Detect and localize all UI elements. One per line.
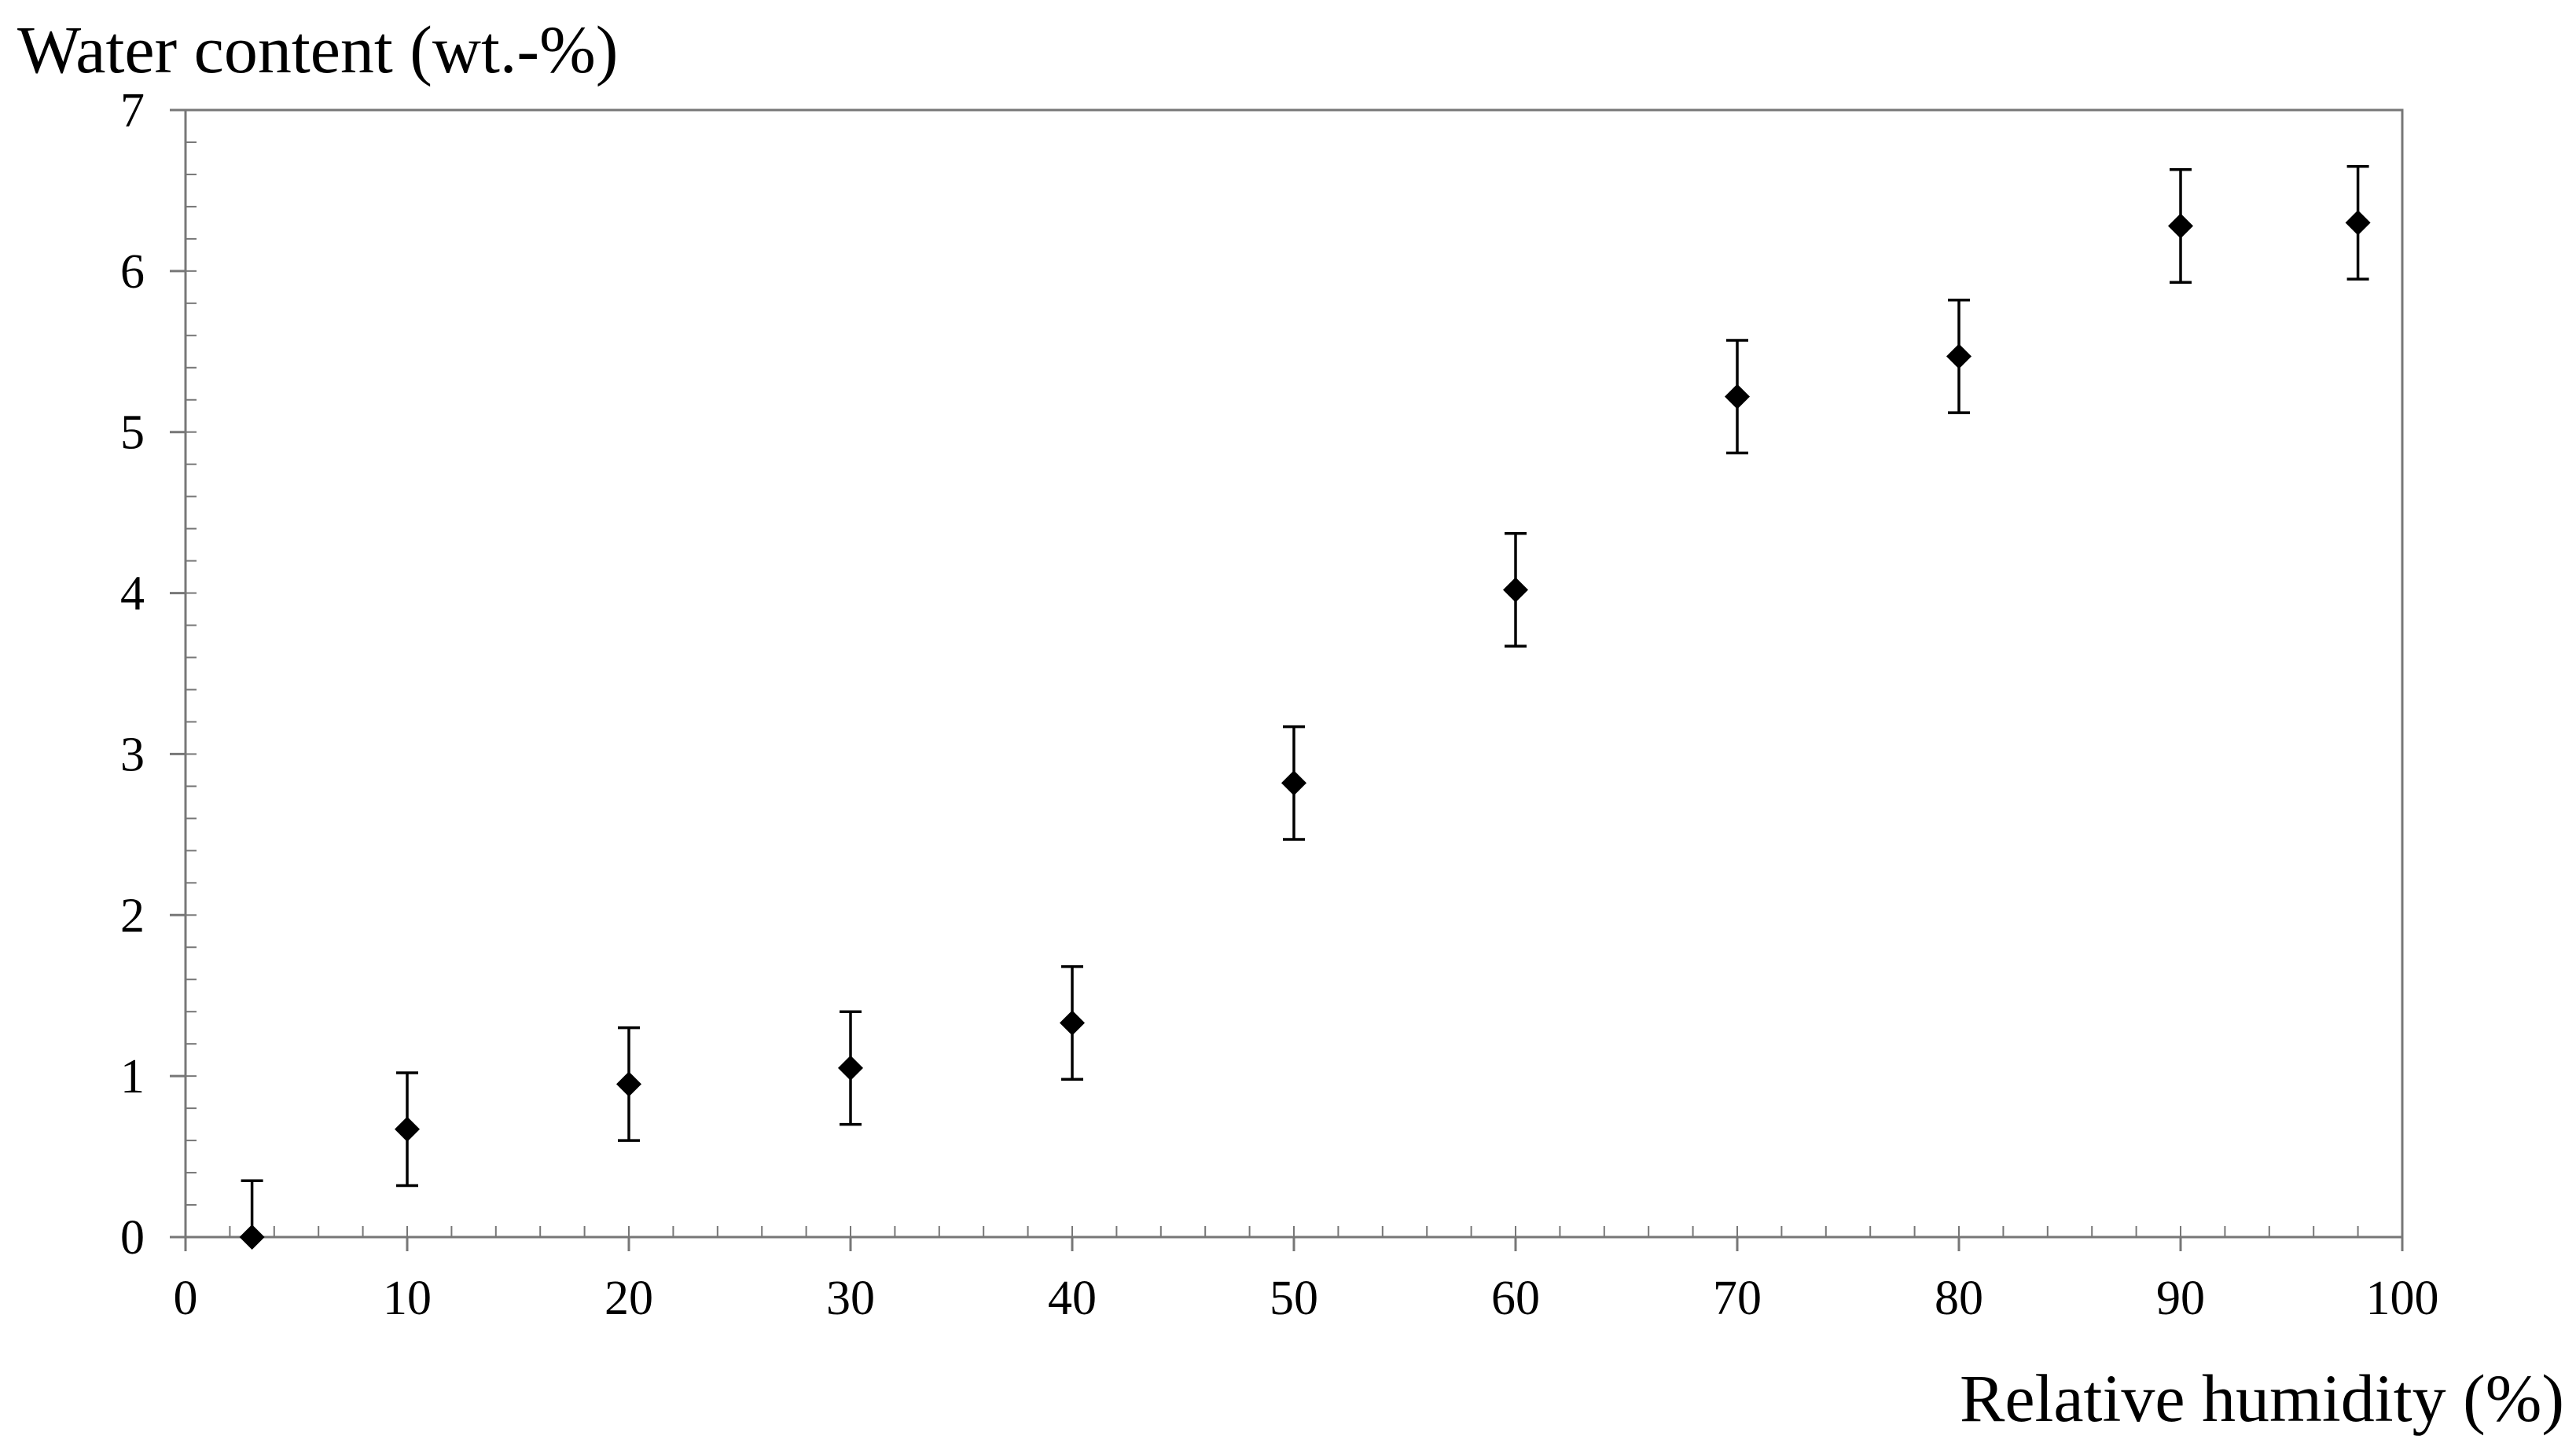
data-point-marker xyxy=(1281,770,1306,796)
x-tick-label: 40 xyxy=(1048,1272,1097,1325)
y-tick-label: 6 xyxy=(120,245,145,299)
plot-area-frame xyxy=(184,108,2404,1239)
data-markers xyxy=(239,210,2371,1250)
x-axis-title: Relative humidity (%) xyxy=(1960,1360,2564,1436)
data-point-marker xyxy=(1946,343,1972,369)
y-tick-label: 1 xyxy=(120,1050,145,1103)
data-point-marker xyxy=(395,1116,420,1142)
tick-labels: 0 10 20 30 40 50 60 70 80 90 100 0 1 2 3 4 5 6 7 xyxy=(120,84,2439,1325)
y-tick-label: 0 xyxy=(120,1211,145,1265)
y-tick-label: 7 xyxy=(120,84,145,138)
x-tick-label: 0 xyxy=(174,1272,198,1325)
data-point-marker xyxy=(1503,577,1528,603)
data-point-marker xyxy=(2345,210,2371,236)
x-tick-label: 70 xyxy=(1713,1272,1762,1325)
data-point-marker xyxy=(2168,213,2193,239)
y-tick-label: 2 xyxy=(120,889,145,942)
data-point-marker xyxy=(239,1225,265,1250)
data-point-marker xyxy=(1060,1010,1085,1036)
minor-ticks xyxy=(186,141,2359,1237)
major-ticks xyxy=(170,108,2404,1251)
x-tick-label: 20 xyxy=(604,1272,653,1325)
x-tick-label: 30 xyxy=(826,1272,875,1325)
x-tick-label: 100 xyxy=(2366,1272,2439,1325)
data-point-marker xyxy=(1725,384,1750,409)
data-point-marker xyxy=(838,1055,863,1081)
y-tick-label: 5 xyxy=(120,406,145,460)
y-tick-label: 3 xyxy=(120,728,145,781)
x-tick-label: 50 xyxy=(1270,1272,1318,1325)
x-tick-label: 60 xyxy=(1491,1272,1540,1325)
data-point-marker xyxy=(616,1071,641,1097)
x-tick-label: 80 xyxy=(1935,1272,1983,1325)
x-tick-label: 90 xyxy=(2156,1272,2205,1325)
y-tick-label: 4 xyxy=(120,567,145,621)
y-axis-title: Water content (wt.-%) xyxy=(17,12,618,87)
x-tick-label: 10 xyxy=(383,1272,432,1325)
